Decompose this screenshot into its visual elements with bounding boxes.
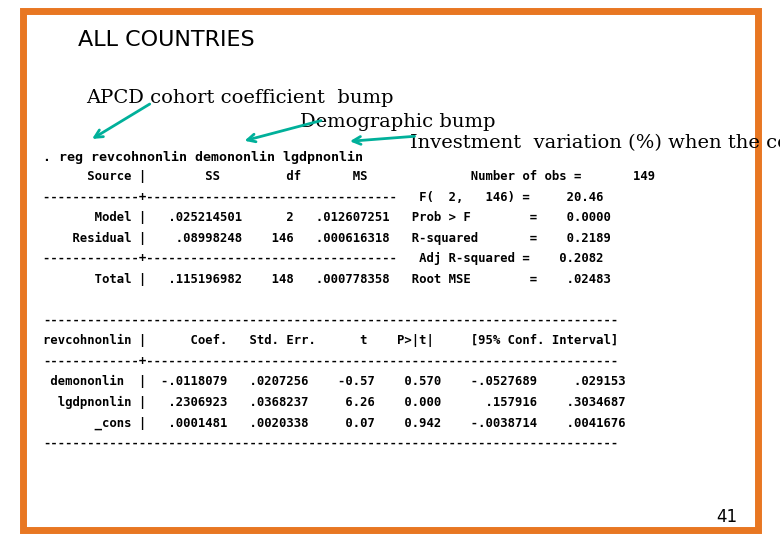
Text: revcohnonlin |      Coef.   Std. Err.      t    P>|t|     [95% Conf. Interval]: revcohnonlin | Coef. Std. Err. t P>|t| [… [43, 334, 618, 347]
Text: APCD cohort coefficient  bump: APCD cohort coefficient bump [86, 89, 393, 107]
Text: Demographic bump: Demographic bump [300, 113, 496, 131]
Text: -------------+----------------------------------------------------------------: -------------+--------------------------… [43, 355, 618, 368]
Text: demononlin  |  -.0118079   .0207256    -0.57    0.570    -.0527689     .029153: demononlin | -.0118079 .0207256 -0.57 0.… [43, 375, 626, 388]
Text: Source |        SS         df       MS              Number of obs =       149: Source | SS df MS Number of obs = 149 [43, 170, 655, 183]
Text: -------------+----------------------------------   F(  2,   146) =     20.46: -------------+--------------------------… [43, 191, 604, 204]
Text: lgdpnonlin |   .2306923   .0368237     6.26    0.000      .157916    .3034687: lgdpnonlin | .2306923 .0368237 6.26 0.00… [43, 396, 626, 409]
Text: -------------+----------------------------------   Adj R-squared =    0.2082: -------------+--------------------------… [43, 252, 604, 265]
Text: 41: 41 [716, 509, 737, 526]
Text: ------------------------------------------------------------------------------: ----------------------------------------… [43, 437, 618, 450]
Text: ------------------------------------------------------------------------------: ----------------------------------------… [43, 314, 618, 327]
Text: Total |   .115196982    148   .000778358   Root MSE        =    .02483: Total | .115196982 148 .000778358 Root M… [43, 273, 611, 286]
Text: _cons |   .0001481   .0020338     0.07    0.942    -.0038714    .0041676: _cons | .0001481 .0020338 0.07 0.942 -.0… [43, 416, 626, 430]
Text: ALL COUNTRIES: ALL COUNTRIES [78, 30, 254, 50]
Text: . reg revcohnonlin demononlin lgdpnonlin: . reg revcohnonlin demononlin lgdpnonlin [43, 151, 363, 164]
Text: Model |   .025214501      2   .012607251   Prob > F        =    0.0000: Model | .025214501 2 .012607251 Prob > F… [43, 211, 611, 224]
Text: Investment  variation (%) when the cohort: Investment variation (%) when the cohort [410, 134, 780, 152]
Text: Residual |    .08998248    146   .000616318   R-squared       =    0.2189: Residual | .08998248 146 .000616318 R-sq… [43, 232, 611, 245]
